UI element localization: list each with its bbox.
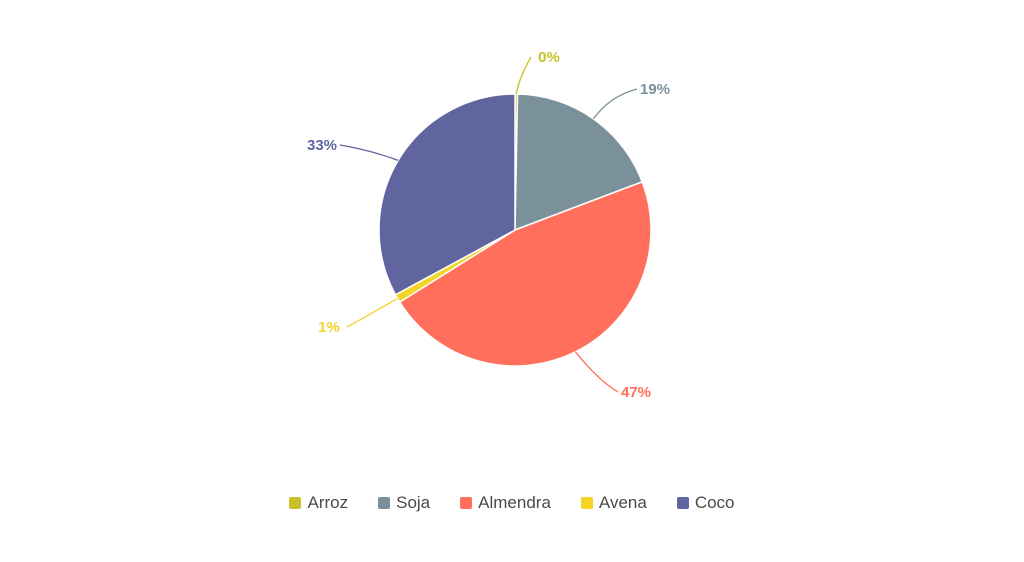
legend-item-avena[interactable]: Avena [580,493,647,513]
pie-slice-almendra[interactable] [398,180,652,367]
leader-line-almendra [574,351,619,393]
legend-label-coco: Coco [694,493,735,512]
legend-swatch-avena [580,497,593,509]
legend-swatch-arroz [289,497,302,509]
legend-item-almendra[interactable]: Almendra [460,493,551,513]
legend-swatch-coco [676,497,689,509]
leader-line-arroz [515,56,532,95]
legend-item-soja[interactable]: Soja [378,493,430,513]
legend-swatch-soja [378,497,391,509]
legend-label-arroz: Arroz [307,493,349,512]
pie-slice-soja[interactable] [514,93,644,232]
leader-line-soja [592,88,638,120]
data-label-arroz: 0% [538,49,560,66]
pie-slices [378,93,652,367]
pie-slice-coco[interactable] [378,93,516,296]
legend-label-avena: Avena [598,493,647,512]
pie-labels: 0% 19% 47% 1% 33% [307,49,670,401]
data-label-coco: 33% [307,137,337,154]
data-label-avena: 1% [318,319,340,336]
legend-label-almendra: Almendra [478,493,551,512]
legend: Arroz Soja Almendra Avena Coco [0,493,1024,513]
legend-swatch-almendra [460,497,473,509]
legend-label-soja: Soja [396,493,431,512]
data-label-almendra: 47% [621,384,651,401]
data-label-soja: 19% [640,81,670,98]
legend-item-arroz[interactable]: Arroz [289,493,348,513]
legend-item-coco[interactable]: Coco [676,493,735,513]
pie-leader-lines [339,56,638,393]
leader-line-coco [339,144,399,162]
leader-line-avena [346,297,398,328]
